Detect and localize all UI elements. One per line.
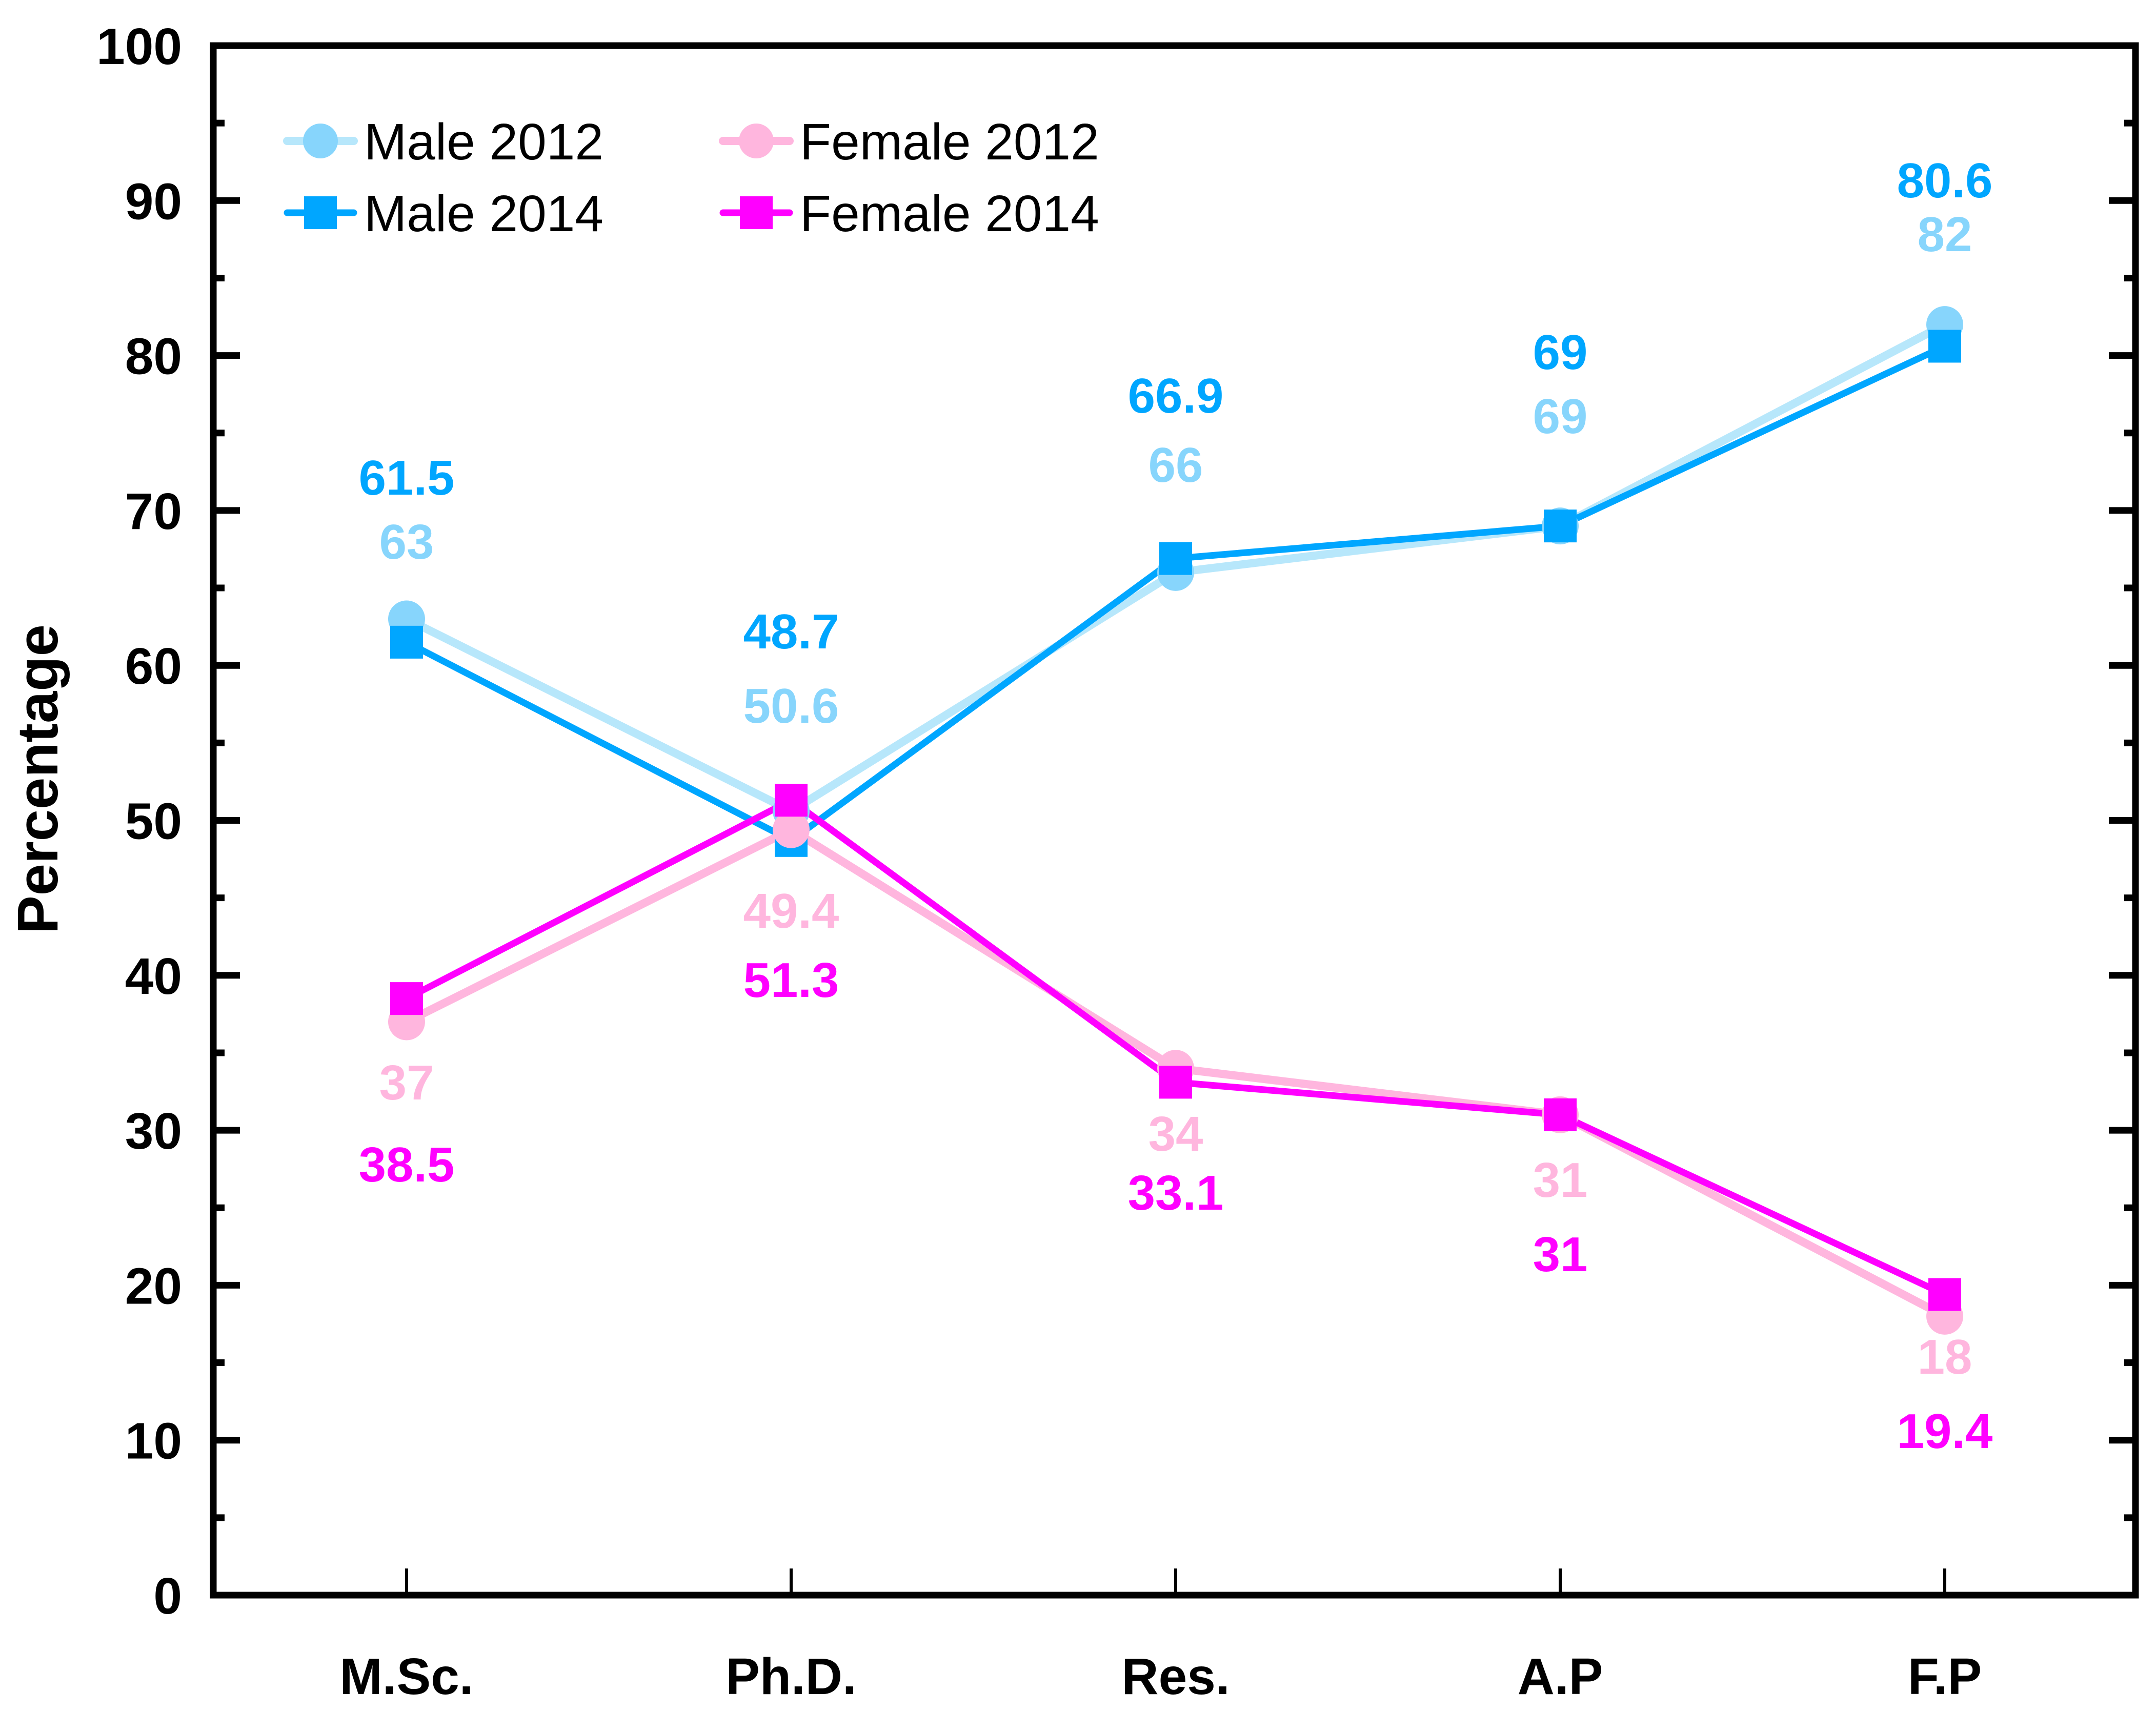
- data-point-female-2014: [775, 784, 808, 817]
- x-tick-label: A.P: [1518, 1648, 1603, 1705]
- legend-label: Female 2012: [800, 113, 1099, 171]
- data-label-male-2014: 69: [1533, 325, 1588, 380]
- data-point-male-2014: [1544, 509, 1577, 543]
- axes: 0 10 20 30 40 50 60 70 80 90 100 M.Sc. Ph.D. Res. A.P F…: [96, 18, 2139, 1705]
- y-tick-label: 20: [125, 1257, 182, 1315]
- legend-marker-square-icon: [304, 196, 337, 229]
- y-tick-label: 90: [125, 173, 182, 230]
- x-tick-label: F.P: [1908, 1648, 1982, 1705]
- x-tick-label: Ph.D.: [726, 1648, 857, 1705]
- legend-item-male-2014: Male 2014: [284, 185, 603, 242]
- data-label-female-2014: 38.5: [359, 1137, 455, 1192]
- legend-marker-circle-icon: [303, 124, 338, 158]
- legend-label: Male 2012: [364, 113, 603, 171]
- y-tick-label: 30: [125, 1103, 182, 1160]
- y-tick-label: 40: [125, 948, 182, 1005]
- data-label-female-2012: 31: [1533, 1153, 1588, 1208]
- data-point-male-2014: [1159, 542, 1192, 575]
- data-label-male-2012: 69: [1533, 389, 1588, 444]
- data-label-male-2012: 50.6: [743, 679, 839, 733]
- data-label-male-2012: 66: [1148, 438, 1203, 493]
- data-label-male-2012: 63: [379, 515, 434, 569]
- series-markers: [388, 306, 1963, 1335]
- data-label-female-2012: 18: [1918, 1330, 1972, 1384]
- data-label-male-2014: 61.5: [359, 451, 455, 505]
- data-point-female-2014: [1159, 1066, 1192, 1099]
- data-label-male-2014: 66.9: [1128, 369, 1224, 423]
- data-label-male-2014: 48.7: [743, 604, 839, 659]
- data-label-female-2014: 31: [1533, 1227, 1588, 1282]
- x-tick-label: M.Sc.: [339, 1648, 473, 1705]
- data-label-male-2012: 82: [1918, 207, 1972, 262]
- x-tick-label: Res.: [1121, 1648, 1230, 1705]
- data-label-female-2014: 33.1: [1128, 1166, 1224, 1220]
- legend: Male 2012 Male 2014 Female 2012 Female 2014: [283, 113, 1099, 242]
- data-label-female-2014: 19.4: [1897, 1404, 1993, 1459]
- legend-item-female-2014: Female 2014: [719, 185, 1099, 242]
- data-label-female-2012: 49.4: [743, 884, 839, 939]
- data-point-male-2014: [1928, 330, 1961, 363]
- legend-item-male-2012: Male 2012: [283, 113, 603, 171]
- legend-label: Female 2014: [800, 185, 1099, 242]
- data-point-female-2014: [390, 982, 423, 1015]
- data-point-female-2014: [1928, 1278, 1961, 1311]
- data-labels: 63 50.6 66 69 82 61.5 48.7 66.9 69 80.6 37 49.4 34 31…: [359, 153, 1993, 1459]
- y-tick-label: 10: [125, 1413, 182, 1470]
- y-tick-label: 50: [125, 793, 182, 850]
- legend-marker-square-icon: [740, 196, 773, 229]
- y-tick-label: 100: [96, 18, 182, 75]
- data-point-female-2012: [773, 811, 810, 848]
- legend-item-female-2012: Female 2012: [719, 113, 1099, 171]
- y-tick-label: 70: [125, 483, 182, 540]
- data-point-female-2014: [1544, 1098, 1577, 1131]
- plot-frame: [210, 42, 2139, 1599]
- data-label-male-2014: 80.6: [1897, 153, 1993, 208]
- data-label-female-2014: 51.3: [743, 953, 839, 1008]
- data-label-female-2012: 34: [1148, 1107, 1203, 1161]
- data-label-female-2012: 37: [379, 1055, 434, 1110]
- y-axis-title: Percentage: [6, 624, 70, 934]
- legend-marker-circle-icon: [739, 124, 774, 158]
- y-tick-label: 0: [153, 1567, 182, 1625]
- legend-label: Male 2014: [364, 185, 603, 242]
- data-point-male-2014: [390, 625, 423, 659]
- y-tick-label: 80: [125, 328, 182, 385]
- y-tick-label: 60: [125, 638, 182, 695]
